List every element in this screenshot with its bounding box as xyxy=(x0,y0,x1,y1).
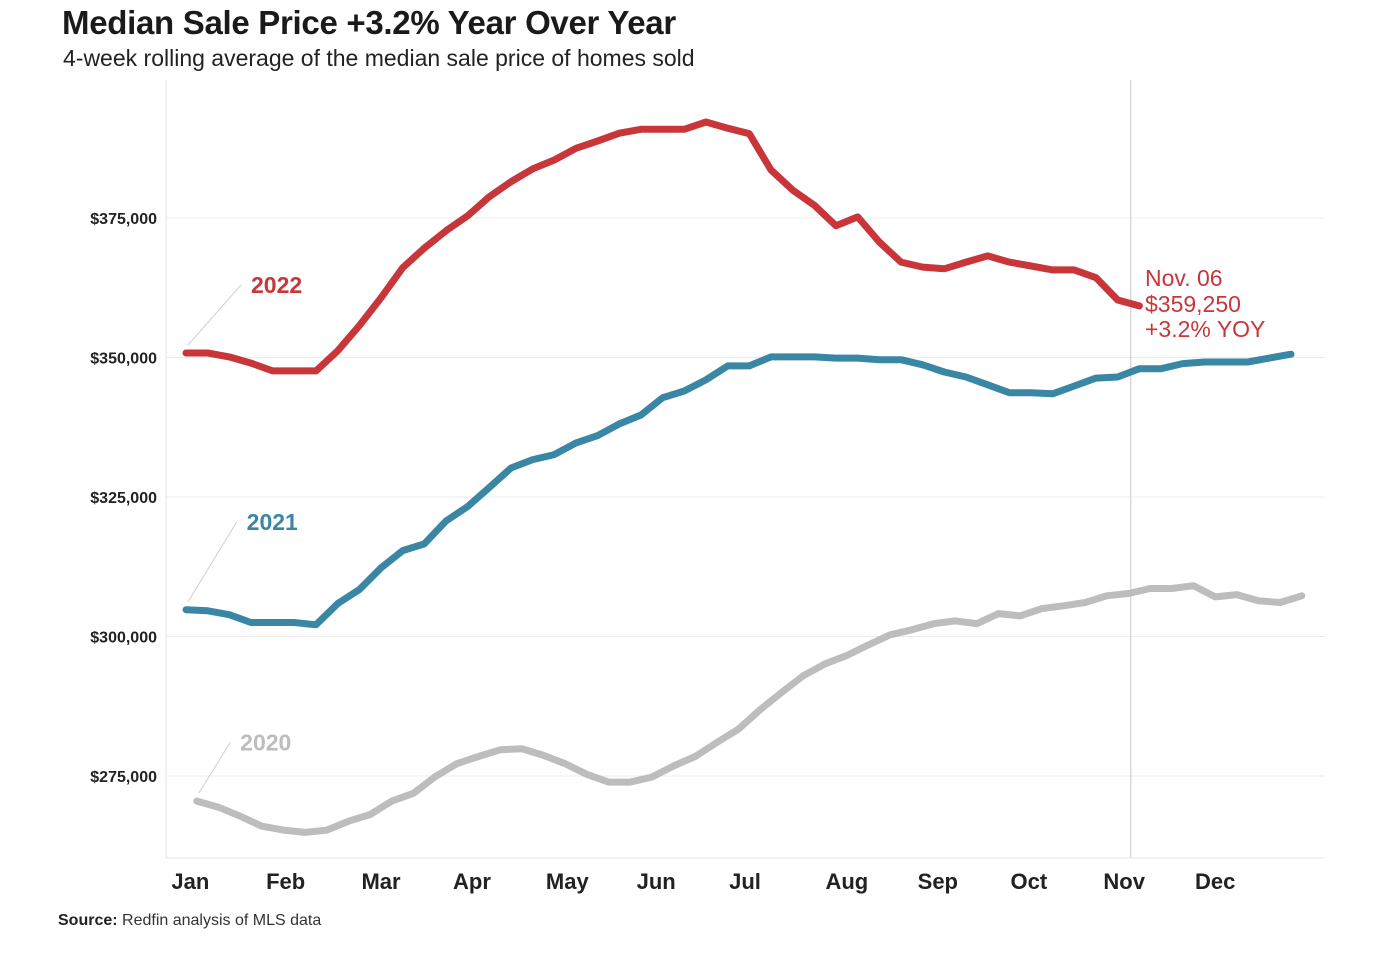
y-tick-label: $300,000 xyxy=(90,630,157,647)
y-tick-label: $350,000 xyxy=(90,351,157,368)
x-tick-label: Sep xyxy=(918,869,958,894)
series-lines xyxy=(182,118,1306,836)
x-tick-label: Dec xyxy=(1195,869,1235,894)
series-line-2022 xyxy=(182,118,1143,375)
series-labels: 2020 2021 2022 xyxy=(187,272,302,794)
source-note: Source: Redfin analysis of MLS data xyxy=(58,912,321,930)
series-line-2021 xyxy=(182,350,1295,629)
latest-point-marker xyxy=(1135,302,1143,310)
x-tick-label: Mar xyxy=(361,869,401,894)
source-label: Source: xyxy=(58,912,118,929)
annotation-value: $359,250 xyxy=(1145,291,1241,317)
annotation-date: Nov. 06 xyxy=(1145,265,1223,291)
series-leader-line xyxy=(187,521,238,602)
y-tick-label: $275,000 xyxy=(90,769,157,786)
y-tick-label: $375,000 xyxy=(90,211,157,228)
annotation-change: +3.2% YOY xyxy=(1145,316,1265,342)
series-label-2022: 2022 xyxy=(251,272,302,298)
chart-title: Median Sale Price +3.2% Year Over Year xyxy=(62,4,676,41)
x-tick-label: Oct xyxy=(1010,869,1047,894)
source-text: Redfin analysis of MLS data xyxy=(117,912,322,929)
x-tick-label: Nov xyxy=(1103,869,1145,894)
x-tick-label: Apr xyxy=(453,869,491,894)
series-line-2020 xyxy=(193,582,1306,836)
latest-value-annotation: Nov. 06 $359,250 +3.2% YOY xyxy=(1145,265,1265,342)
series-label-2021: 2021 xyxy=(247,509,298,535)
x-tick-label: Feb xyxy=(266,869,305,894)
x-tick-label: Jun xyxy=(637,869,676,894)
x-tick-label: Jan xyxy=(171,869,209,894)
gridlines xyxy=(166,217,1325,777)
x-tick-label: May xyxy=(546,869,590,894)
axes: $275,000 $300,000 $325,000 $350,000 $375,000… xyxy=(90,80,1325,894)
series-label-2020: 2020 xyxy=(240,730,291,756)
x-tick-label: Aug xyxy=(825,869,868,894)
series-leader-line xyxy=(198,742,231,794)
y-tick-label: $325,000 xyxy=(90,490,157,507)
x-tick-label: Jul xyxy=(729,869,761,894)
series-leader-line xyxy=(187,284,242,346)
chart-subtitle: 4-week rolling average of the median sal… xyxy=(63,45,695,71)
